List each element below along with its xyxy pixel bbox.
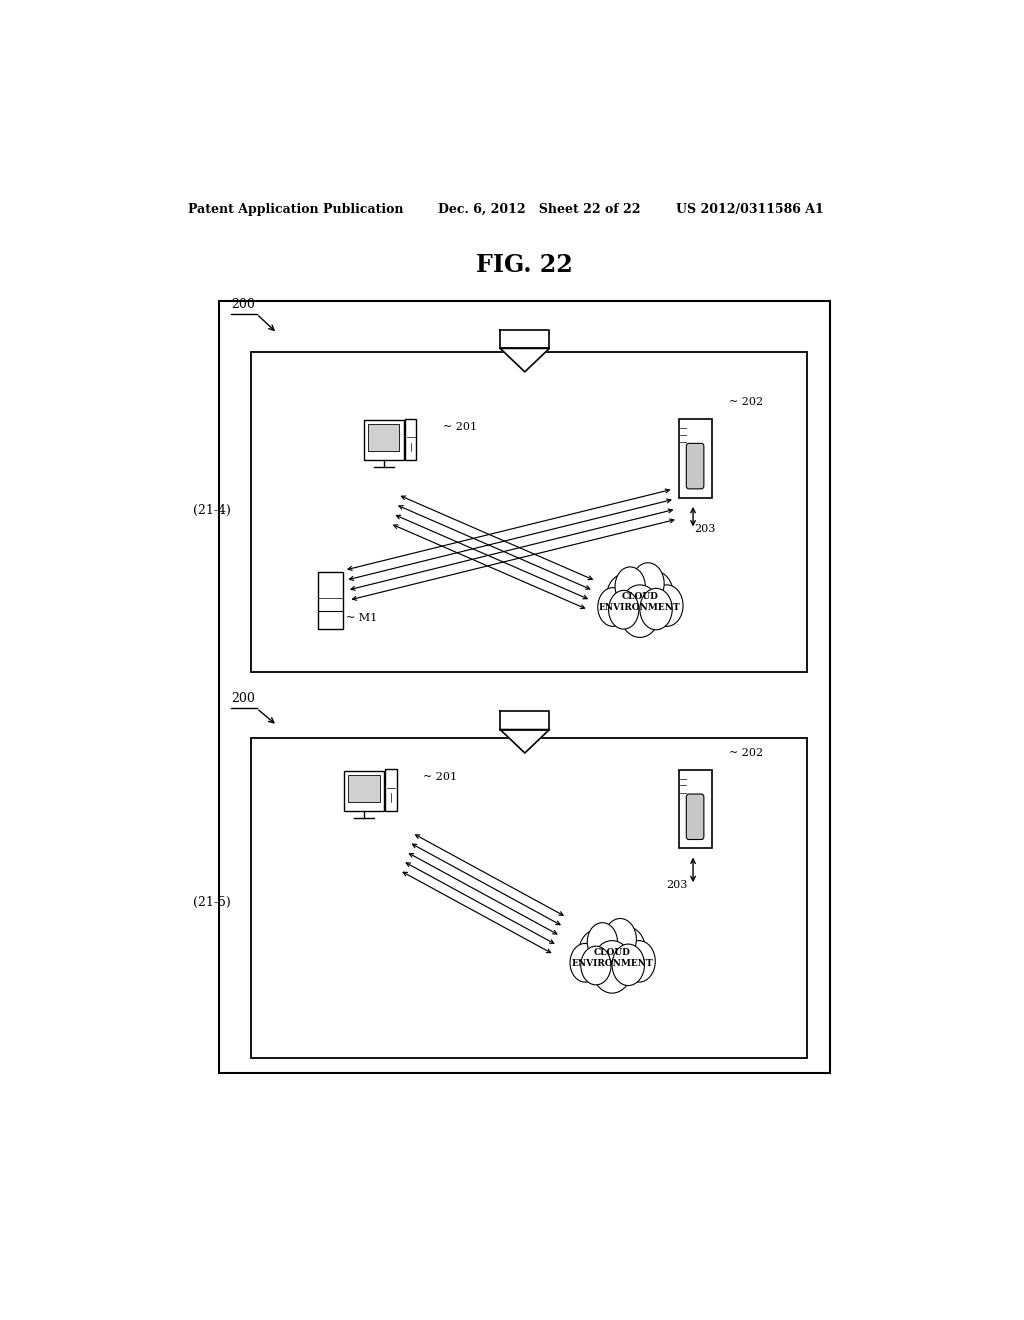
Polygon shape [500,710,550,730]
Polygon shape [500,348,550,372]
FancyBboxPatch shape [686,444,703,488]
Circle shape [606,574,643,620]
Text: 203: 203 [666,880,687,890]
Circle shape [588,923,617,961]
FancyBboxPatch shape [385,770,396,810]
Circle shape [640,589,672,630]
Circle shape [570,944,600,982]
FancyBboxPatch shape [369,424,399,451]
Text: ~ 202: ~ 202 [729,397,763,408]
Polygon shape [500,330,550,348]
FancyBboxPatch shape [344,771,384,810]
Text: CLOUD
ENVIRONMENT: CLOUD ENVIRONMENT [599,593,681,612]
FancyBboxPatch shape [348,775,380,803]
Text: FIG. 22: FIG. 22 [476,253,573,277]
Circle shape [612,944,644,986]
Text: ~ 202: ~ 202 [729,748,763,758]
Circle shape [617,572,663,630]
Circle shape [592,941,633,993]
Polygon shape [500,730,550,752]
Circle shape [579,929,615,977]
FancyBboxPatch shape [251,738,807,1057]
Circle shape [581,946,611,985]
Text: Dec. 6, 2012   Sheet 22 of 22: Dec. 6, 2012 Sheet 22 of 22 [437,203,640,215]
FancyBboxPatch shape [317,572,343,630]
Text: ~ 201: ~ 201 [443,422,477,432]
FancyBboxPatch shape [679,770,713,849]
FancyBboxPatch shape [219,301,830,1073]
Circle shape [623,941,655,982]
FancyBboxPatch shape [686,795,703,840]
Text: 203: 203 [694,524,715,535]
FancyBboxPatch shape [404,418,417,461]
Text: CLOUD
ENVIRONMENT: CLOUD ENVIRONMENT [571,948,653,968]
Circle shape [590,927,635,985]
FancyBboxPatch shape [364,420,403,461]
FancyBboxPatch shape [679,418,713,498]
Circle shape [615,566,645,606]
Circle shape [609,927,645,974]
Text: ~ 201: ~ 201 [423,772,458,783]
Circle shape [632,562,665,605]
FancyBboxPatch shape [251,351,807,672]
Text: (21-4): (21-4) [194,504,231,517]
Circle shape [620,585,660,638]
Circle shape [650,585,683,627]
Text: Patent Application Publication: Patent Application Publication [187,203,403,215]
Text: 200: 200 [231,692,255,705]
Text: 200: 200 [231,298,255,310]
Circle shape [604,919,636,960]
Text: ~ M1: ~ M1 [346,612,378,623]
Text: US 2012/0311586 A1: US 2012/0311586 A1 [676,203,823,215]
Text: (21-5): (21-5) [194,895,230,908]
Circle shape [598,587,628,627]
Circle shape [637,572,674,618]
Circle shape [608,590,639,630]
